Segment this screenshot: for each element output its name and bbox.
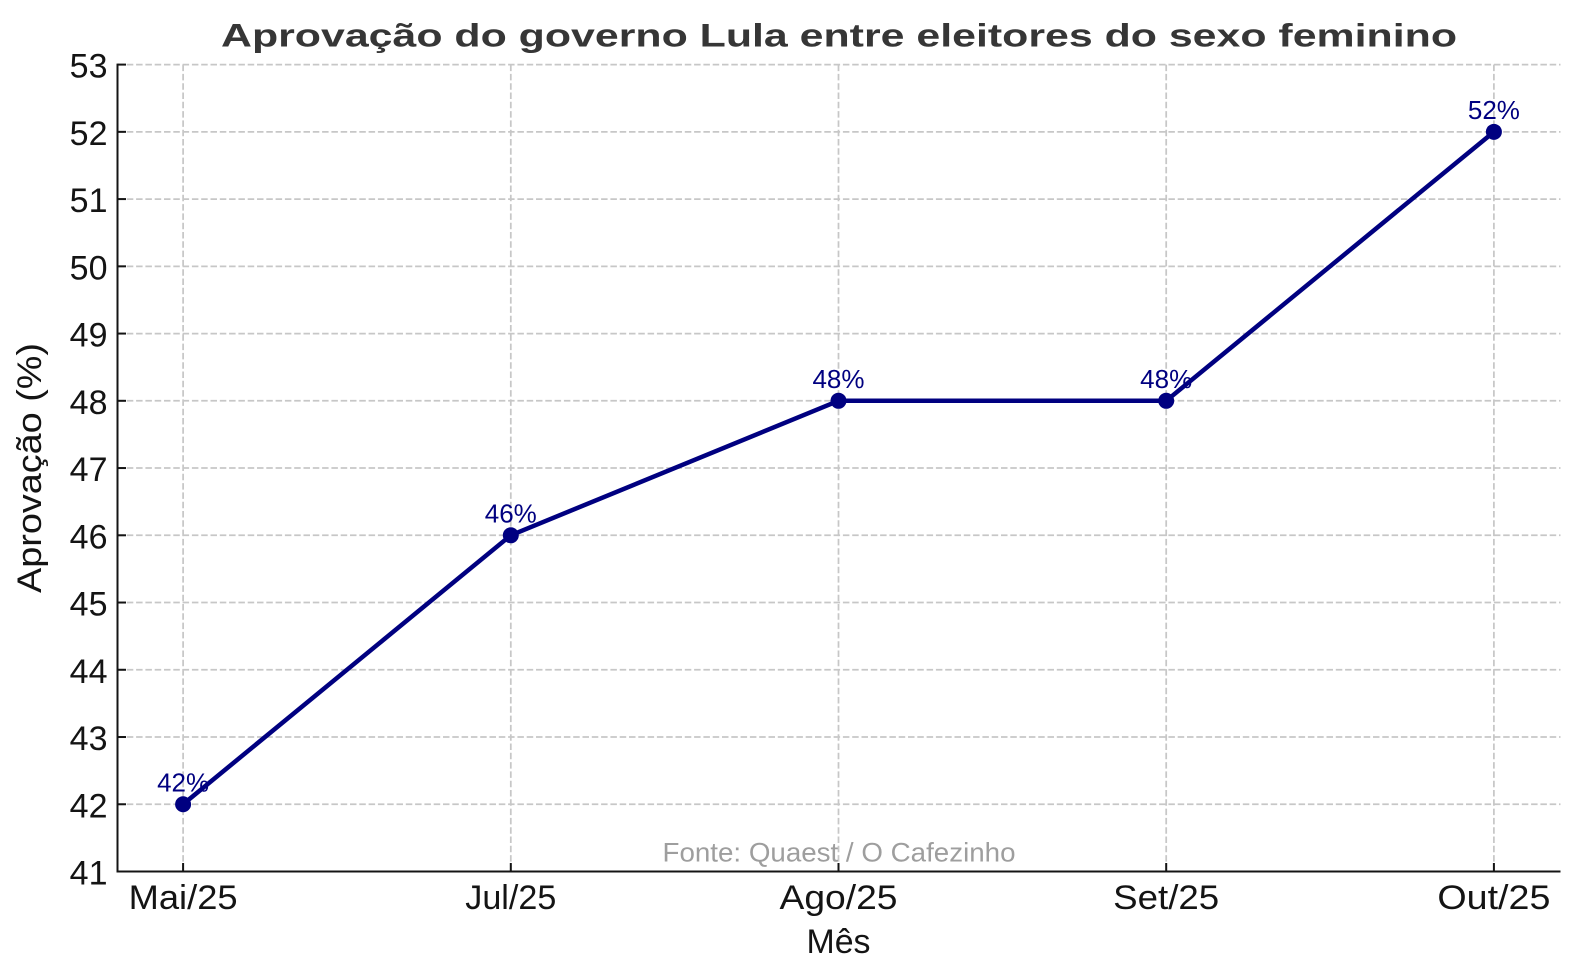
svg-text:Mai/25: Mai/25 — [129, 879, 238, 917]
svg-text:Out/25: Out/25 — [1437, 879, 1550, 917]
svg-text:51: 51 — [70, 182, 108, 220]
svg-text:Aprovação do governo Lula entr: Aprovação do governo Lula entre eleitore… — [221, 18, 1457, 54]
svg-text:52: 52 — [70, 115, 108, 153]
svg-text:52%: 52% — [1468, 95, 1520, 125]
svg-text:48%: 48% — [812, 364, 864, 394]
svg-text:44: 44 — [70, 653, 108, 691]
svg-text:Fonte: Quaest / O Cafezinho: Fonte: Quaest / O Cafezinho — [663, 838, 1016, 868]
svg-text:49: 49 — [70, 317, 108, 355]
svg-text:Set/25: Set/25 — [1113, 879, 1219, 917]
svg-text:41: 41 — [70, 855, 108, 893]
svg-text:46%: 46% — [485, 498, 537, 528]
svg-text:48: 48 — [70, 384, 108, 422]
svg-text:Jul/25: Jul/25 — [465, 879, 556, 917]
svg-text:45: 45 — [70, 586, 108, 624]
svg-text:42%: 42% — [157, 767, 209, 797]
svg-text:Ago/25: Ago/25 — [780, 879, 898, 917]
svg-text:Aprovação (%): Aprovação (%) — [11, 343, 49, 593]
svg-text:47: 47 — [70, 451, 108, 489]
svg-text:48%: 48% — [1140, 364, 1192, 394]
svg-text:Mês: Mês — [807, 923, 871, 961]
svg-text:50: 50 — [70, 249, 108, 287]
svg-text:42: 42 — [70, 787, 108, 825]
svg-text:46: 46 — [70, 518, 108, 556]
svg-text:53: 53 — [70, 48, 108, 86]
svg-text:43: 43 — [70, 720, 108, 758]
